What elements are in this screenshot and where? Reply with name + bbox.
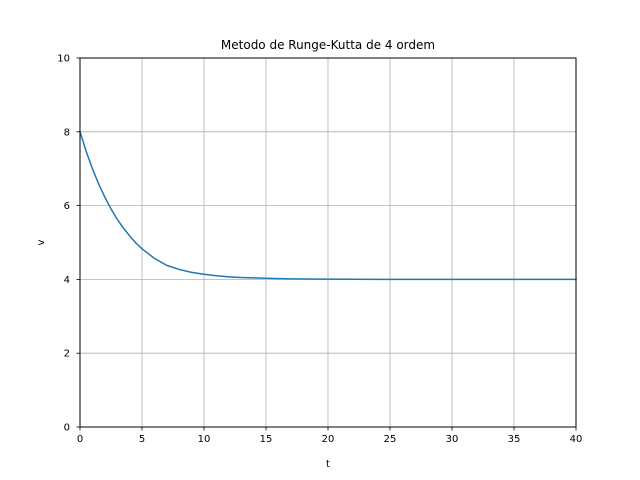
- series-line: [79, 130, 577, 281]
- x-axis-label: t: [326, 459, 330, 470]
- x-tick-label: 30: [446, 434, 459, 445]
- x-tick-label: 25: [384, 434, 397, 445]
- x-tick-label: 40: [570, 434, 583, 445]
- y-tick-label: 0: [64, 423, 70, 434]
- series-layer: [79, 130, 577, 281]
- y-axis-label: v: [36, 239, 47, 245]
- ticks: 0 5 10 15 20 25 30 35 40 0 2 4 6 8 10: [57, 54, 582, 446]
- y-tick-label: 4: [64, 275, 70, 286]
- chart-title: Metodo de Runge-Kutta de 4 ordem: [221, 38, 435, 52]
- x-tick-label: 35: [508, 434, 521, 445]
- x-tick-label: 0: [77, 434, 83, 445]
- x-tick-label: 10: [198, 434, 211, 445]
- x-tick-label: 15: [260, 434, 273, 445]
- y-tick-label: 10: [57, 54, 70, 65]
- y-tick-label: 8: [64, 127, 70, 138]
- x-tick-label: 5: [139, 434, 145, 445]
- y-tick-label: 6: [64, 201, 70, 212]
- x-tick-label: 20: [322, 434, 335, 445]
- y-tick-label: 2: [64, 349, 70, 360]
